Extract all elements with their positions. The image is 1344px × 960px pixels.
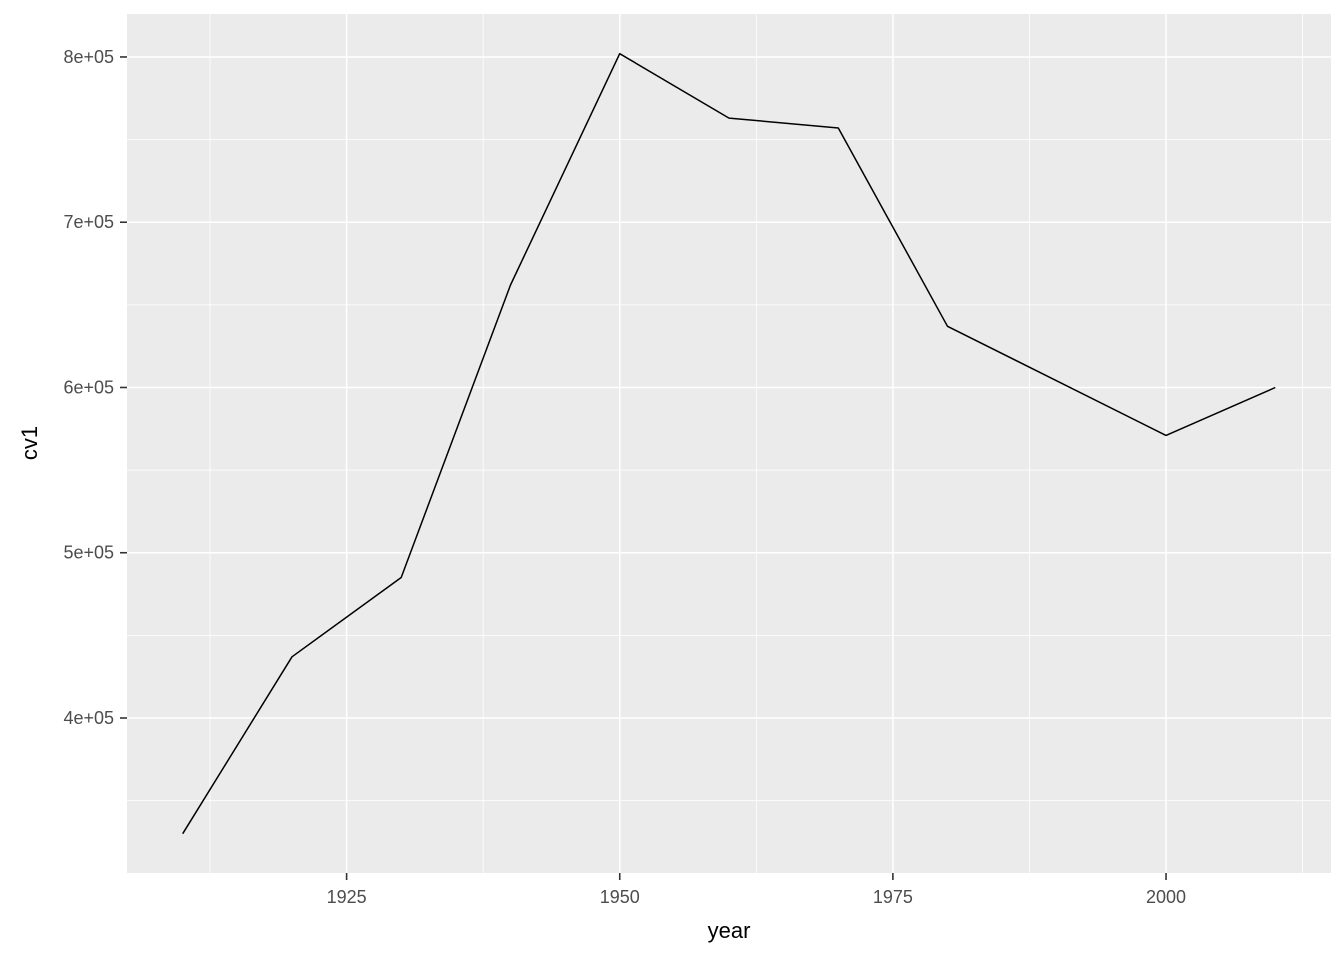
y-tick-label: 6e+05 xyxy=(63,377,114,397)
x-tick-label: 1950 xyxy=(600,887,640,907)
x-tick-label: 2000 xyxy=(1146,887,1186,907)
y-tick-label: 4e+05 xyxy=(63,708,114,728)
x-axis-title: year xyxy=(707,918,751,943)
x-tick-label: 1925 xyxy=(327,887,367,907)
y-axis-title: cv1 xyxy=(17,425,42,461)
y-tick-label: 7e+05 xyxy=(63,212,114,232)
panel-background xyxy=(127,14,1331,873)
y-tick-label: 8e+05 xyxy=(63,47,114,67)
x-tick-label: 1975 xyxy=(873,887,913,907)
y-tick-label: 5e+05 xyxy=(63,543,114,563)
data-line-cv1 xyxy=(182,52,1276,835)
